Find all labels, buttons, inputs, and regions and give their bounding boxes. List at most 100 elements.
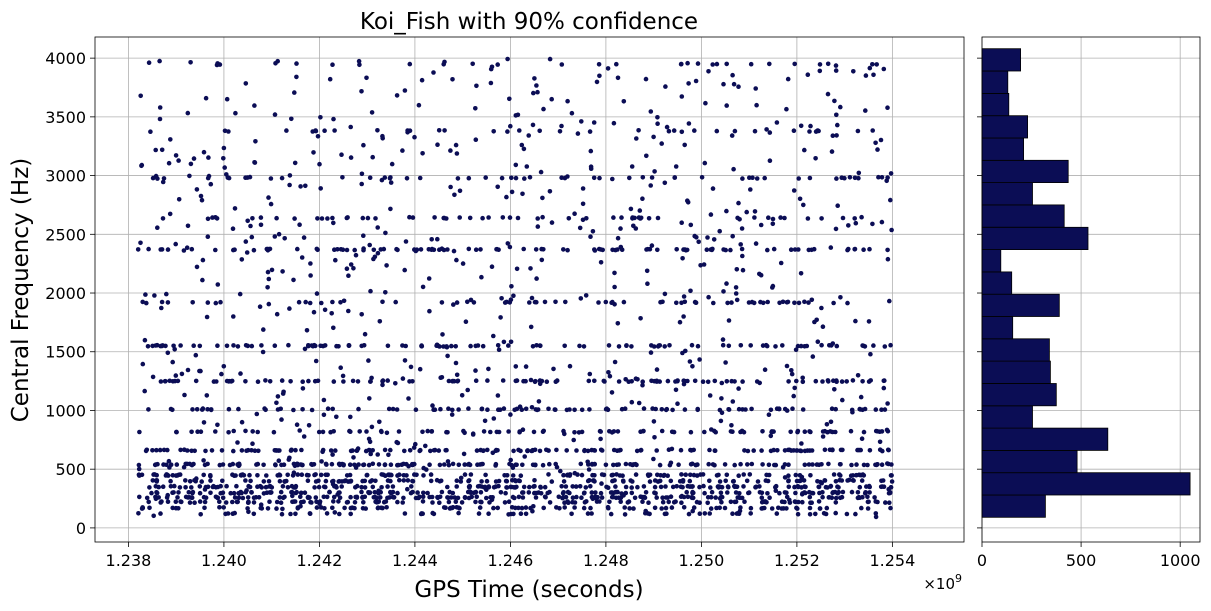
- scatter-point: [809, 297, 815, 303]
- scatter-point: [836, 485, 841, 490]
- scatter-point: [509, 284, 514, 289]
- scatter-point: [575, 131, 581, 136]
- scatter-point: [243, 175, 248, 180]
- scatter-point: [747, 472, 753, 477]
- scatter-point: [202, 499, 208, 505]
- scatter-point: [746, 490, 752, 495]
- scatter-point: [181, 248, 187, 253]
- scatter-point: [348, 479, 354, 484]
- scatter-point: [751, 300, 757, 306]
- scatter-point: [369, 424, 375, 430]
- scatter-point: [793, 472, 799, 478]
- scatter-point: [385, 378, 391, 383]
- scatter-point: [514, 266, 520, 272]
- scatter-point: [481, 429, 487, 434]
- scatter-point: [723, 478, 728, 484]
- scatter-point: [663, 505, 669, 511]
- scatter-point: [254, 462, 259, 467]
- scatter-point: [400, 500, 406, 505]
- scatter-point: [786, 379, 791, 384]
- scatter-point: [372, 254, 378, 260]
- scatter-point: [608, 490, 614, 495]
- scatter-point: [431, 407, 436, 413]
- scatter-point: [473, 499, 478, 505]
- scatter-point: [610, 176, 615, 182]
- scatter-point: [298, 184, 303, 189]
- scatter-point: [365, 215, 371, 221]
- scatter-point: [605, 66, 611, 71]
- scatter-point: [330, 62, 335, 67]
- scatter-point: [438, 375, 444, 381]
- scatter-point: [681, 378, 686, 384]
- scatter-point: [579, 407, 585, 413]
- scatter-point: [348, 124, 354, 130]
- scatter-point: [652, 378, 657, 384]
- scatter-point: [711, 237, 717, 242]
- scatter-point: [258, 502, 264, 508]
- scatter-point: [688, 472, 693, 478]
- scatter-point: [308, 273, 313, 278]
- scatter-point: [637, 208, 643, 213]
- scatter-point: [734, 297, 740, 303]
- scatter-point: [721, 247, 726, 252]
- scatter-point: [732, 484, 737, 490]
- scatter-point: [662, 344, 667, 349]
- scatter-point: [725, 484, 731, 489]
- scatter-point: [871, 72, 876, 78]
- scatter-point: [378, 505, 384, 511]
- scatter-point: [403, 239, 409, 244]
- scatter-point: [682, 299, 688, 305]
- scatter-point: [662, 291, 668, 297]
- scatter-point: [559, 123, 564, 129]
- scatter-point: [551, 366, 556, 372]
- scatter-point: [194, 407, 200, 412]
- scatter-point: [195, 429, 200, 435]
- scatter-point: [354, 483, 360, 489]
- scatter-point: [830, 447, 835, 453]
- scatter-point: [320, 429, 326, 435]
- scatter-point: [388, 206, 393, 212]
- scatter-point: [814, 462, 820, 467]
- scatter-point: [417, 175, 423, 181]
- scatter-point: [671, 429, 677, 435]
- scatter-point: [395, 499, 400, 505]
- scatter-point: [486, 366, 491, 372]
- scatter-point: [791, 393, 796, 399]
- scatter-point: [511, 448, 516, 454]
- scatter-point: [629, 485, 634, 490]
- scatter-point: [599, 472, 605, 477]
- scatter-point: [465, 387, 471, 393]
- scatter-point: [714, 128, 720, 134]
- scatter-point: [508, 339, 514, 345]
- scatter-point: [339, 152, 344, 157]
- scatter-point: [719, 380, 725, 386]
- scatter-point: [567, 473, 572, 478]
- scatter-point: [725, 300, 730, 306]
- scatter-point: [448, 184, 453, 190]
- scatter-point: [355, 379, 361, 384]
- scatter-point: [875, 429, 880, 434]
- scatter-point: [734, 267, 740, 272]
- scatter-point: [732, 379, 737, 384]
- scatter-point: [519, 505, 525, 511]
- scatter-point: [159, 147, 165, 153]
- scatter-point: [651, 456, 656, 462]
- scatter-point: [758, 222, 764, 228]
- scatter-point: [686, 121, 692, 126]
- scatter-point: [626, 379, 631, 385]
- scatter-point: [484, 478, 490, 484]
- scatter-point: [724, 379, 730, 384]
- scatter-point: [265, 285, 270, 290]
- scatter-point: [350, 448, 355, 453]
- scatter-point: [760, 462, 765, 467]
- scatter-plot-area: [95, 37, 964, 542]
- scatter-point: [156, 495, 161, 500]
- scatter-point: [680, 255, 685, 261]
- scatter-point: [366, 490, 372, 496]
- scatter-point: [482, 418, 488, 424]
- scatter-point: [530, 122, 536, 128]
- scatter-point: [602, 379, 607, 384]
- scatter-point: [879, 175, 885, 180]
- scatter-point: [824, 422, 830, 427]
- scatter-point: [572, 505, 577, 510]
